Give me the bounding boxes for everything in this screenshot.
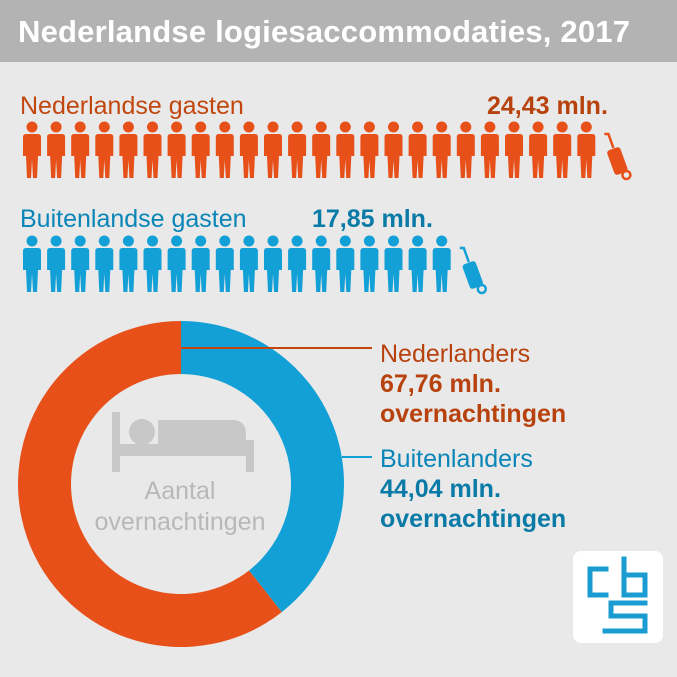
foreign-guest-person-icon <box>143 235 162 292</box>
foreign-guest-person-icon <box>23 235 41 292</box>
domestic-guest-person-icon <box>336 121 355 178</box>
domestic-guests-label: Nederlandse gasten <box>20 92 244 120</box>
foreign-guest-person-icon <box>47 235 66 292</box>
domestic-guest-person-icon <box>456 121 475 178</box>
domestic-guest-person-icon <box>553 121 572 178</box>
domestic-guest-person-icon <box>505 121 523 178</box>
donut-slice-buitenlanders <box>181 321 344 613</box>
foreign-guest-person-icon <box>239 235 258 292</box>
legend-foreign-name: Buitenlanders <box>380 445 533 473</box>
foreign-guest-person-icon <box>119 235 138 292</box>
domestic-guest-person-icon <box>432 121 451 178</box>
foreign-guest-person-icon <box>288 235 307 292</box>
legend-foreign-unit: overnachtingen <box>380 505 567 533</box>
foreign-guest-person-icon <box>408 235 427 292</box>
domestic-guest-person-icon <box>167 121 186 178</box>
donut-slice-nederlanders <box>17 321 282 647</box>
foreign-guest-person-icon <box>432 235 451 292</box>
domestic-suitcase-icon <box>604 132 632 181</box>
domestic-guest-person-icon <box>360 121 379 178</box>
foreign-guest-person-icon <box>312 235 331 292</box>
foreign-guest-person-icon <box>336 235 355 292</box>
foreign-guests-label: Buitenlandse gasten <box>20 205 247 233</box>
domestic-guest-person-icon <box>384 121 403 178</box>
domestic-guest-person-icon <box>264 121 282 178</box>
domestic-guest-person-icon <box>23 121 41 178</box>
cbs-logo <box>573 551 663 643</box>
legend-domestic-name: Nederlanders <box>380 340 531 368</box>
cbs-logo-icon <box>587 556 648 634</box>
foreign-guest-person-icon <box>264 235 282 292</box>
domestic-guest-person-icon <box>95 121 114 178</box>
foreign-guest-person-icon <box>191 235 210 292</box>
foreign-guest-person-icon <box>384 235 403 292</box>
legend-domestic-value: 67,76 mln. <box>380 370 501 398</box>
domestic-guest-person-icon <box>71 121 90 178</box>
foreign-guest-person-icon <box>360 235 379 292</box>
domestic-guest-person-icon <box>143 121 162 178</box>
domestic-guest-person-icon <box>191 121 210 178</box>
domestic-guest-person-icon <box>215 121 234 178</box>
domestic-guest-person-icon <box>47 121 66 178</box>
legend-foreign-value: 44,04 mln. <box>380 475 501 503</box>
domestic-guest-person-icon <box>119 121 138 178</box>
domestic-guest-person-icon <box>577 121 596 178</box>
donut-center-label-line1: Aantal <box>144 477 216 505</box>
bed-icon <box>112 412 254 472</box>
foreign-suitcase-icon <box>459 246 488 295</box>
domestic-guest-person-icon <box>288 121 307 178</box>
donut-center-label-line2: overnachtingen <box>94 508 266 536</box>
header-bar: Nederlandse logiesaccommodaties, 2017 <box>0 0 677 62</box>
foreign-guest-person-icon <box>167 235 186 292</box>
foreign-guest-person-icon <box>71 235 90 292</box>
foreign-guests-value: 17,85 mln. <box>312 205 433 233</box>
domestic-guest-person-icon <box>312 121 331 178</box>
domestic-guest-person-icon <box>529 121 548 178</box>
foreign-guest-person-icon <box>95 235 114 292</box>
domestic-guest-person-icon <box>480 121 499 178</box>
domestic-guests-value: 24,43 mln. <box>487 92 608 120</box>
foreign-guest-person-icon <box>215 235 234 292</box>
domestic-guest-person-icon <box>408 121 427 178</box>
page-title: Nederlandse logiesaccommodaties, 2017 <box>18 14 631 49</box>
domestic-guest-person-icon <box>239 121 258 178</box>
legend-domestic-unit: overnachtingen <box>380 400 567 428</box>
